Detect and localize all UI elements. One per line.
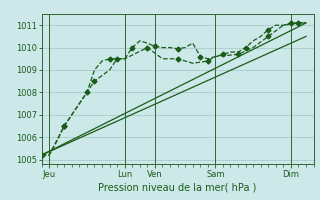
X-axis label: Pression niveau de la mer( hPa ): Pression niveau de la mer( hPa ) [99, 183, 257, 193]
